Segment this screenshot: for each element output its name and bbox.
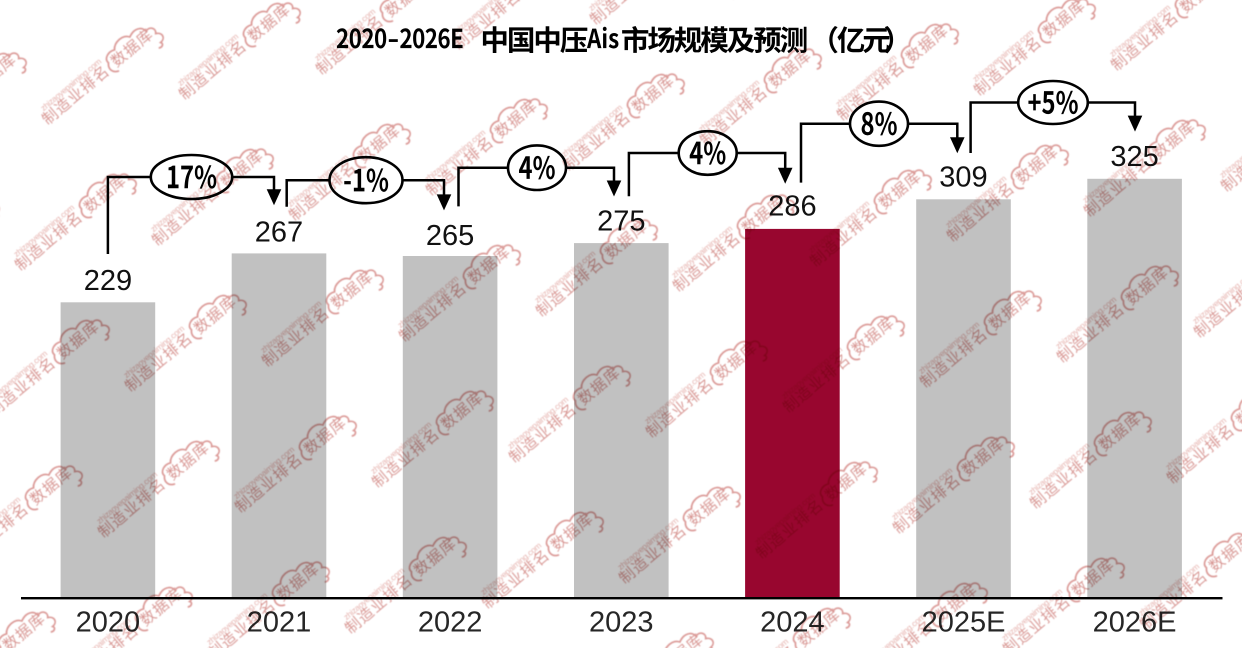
- svg-text:2021: 2021: [247, 607, 312, 639]
- svg-text:286: 286: [768, 191, 816, 223]
- svg-text:309: 309: [939, 162, 987, 194]
- svg-text:2023: 2023: [589, 607, 654, 639]
- svg-text:267: 267: [255, 216, 303, 248]
- svg-text:229: 229: [84, 265, 132, 297]
- svg-text:2022: 2022: [418, 607, 483, 639]
- svg-text:265: 265: [426, 220, 474, 252]
- svg-text:2025E: 2025E: [922, 607, 1006, 639]
- svg-text:2026E: 2026E: [1093, 607, 1177, 639]
